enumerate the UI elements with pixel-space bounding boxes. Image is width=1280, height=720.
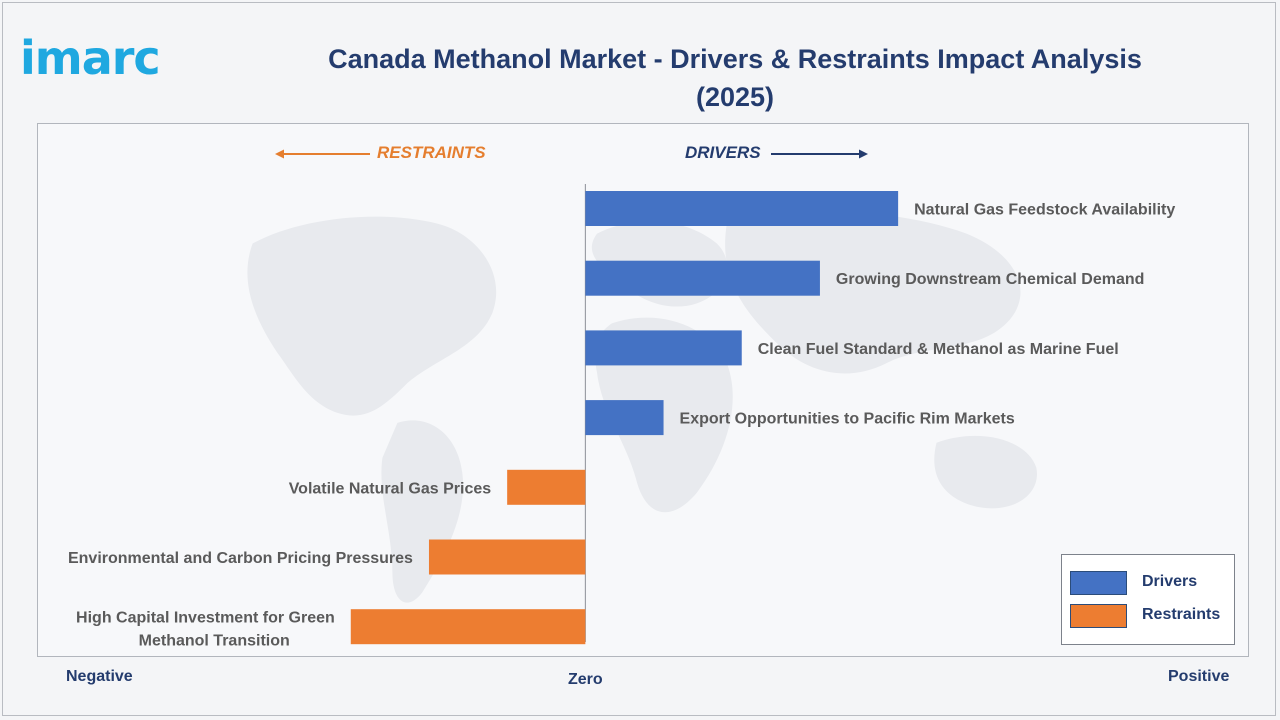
page-title: Canada Methanol Market - Drivers & Restr… [300,40,1170,116]
axis-label-positive: Positive [1168,668,1230,685]
restraint-bar-6 [428,539,586,575]
title-line-2: (2025) [695,82,775,112]
driver-bar-3 [585,330,742,366]
restraints-direction-text: RESTRAINTS [377,143,486,162]
legend-swatch-restraints [1070,604,1127,628]
restraint-bar-5 [507,469,586,505]
left-arrow-icon [275,149,370,159]
bar-label-7: High Capital Investment for Green Methano… [76,610,335,650]
bar-label-6: Environmental and Carbon Pricing Pressur… [68,550,413,567]
world-map-watermark [247,211,1037,603]
legend-label-drivers: Drivers [1142,573,1198,590]
legend-label-restraints: Restraints [1142,606,1221,623]
driver-bar-1 [585,191,899,226]
driver-bar-2 [585,260,820,296]
legend-swatch-drivers [1070,571,1127,595]
bar-label-2: Growing Downstream Chemical Demand [836,271,1145,288]
driver-bar-4 [585,400,664,436]
bar-label-1: Natural Gas Feedstock Availability [914,202,1175,219]
title-line-1: Canada Methanol Market - Drivers & Restr… [328,44,1142,74]
imarc-logo: imarc [20,31,161,85]
plot-area: Natural Gas Feedstock Availability Growin… [37,123,1249,657]
chart-legend: Drivers Restraints [1061,554,1235,645]
bar-label-4: Export Opportunities to Pacific Rim Mark… [680,411,1015,428]
drivers-direction-label: DRIVERS [685,143,761,163]
restraint-bar-7 [350,609,586,645]
bar-label-3: Clean Fuel Standard & Methanol as Marine… [758,341,1119,358]
axis-label-negative: Negative [66,668,133,685]
drivers-direction-text: DRIVERS [685,143,761,162]
bar-label-5: Volatile Natural Gas Prices [289,480,492,497]
axis-label-zero: Zero [568,671,603,688]
right-arrow-icon [771,149,868,159]
bar-chart: Natural Gas Feedstock Availability Growin… [68,184,1175,650]
restraints-direction-label: RESTRAINTS [377,143,486,163]
